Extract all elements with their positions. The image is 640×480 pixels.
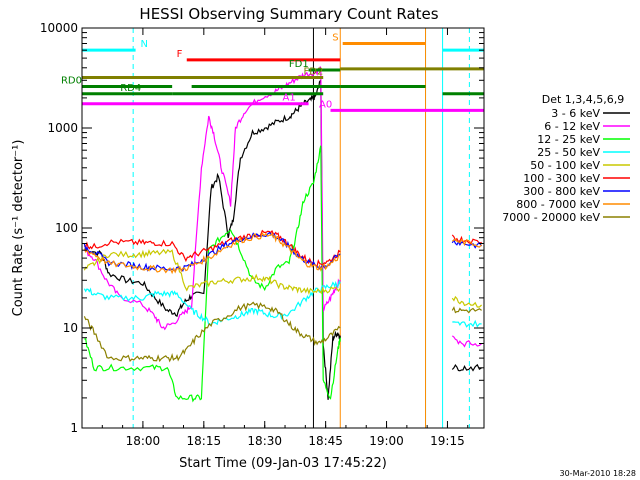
x-tick-label-5: 19:15 [430,434,465,448]
x-tick-label-0: 18:00 [126,434,161,448]
post-gap-series-line-4 [451,306,482,314]
y-tick-label-0: 1 [70,421,78,435]
legend-label-0: 3 - 6 keV [551,107,600,120]
legend-label-2: 12 - 25 keV [537,133,600,146]
flag-label-11: RD4 [120,83,141,94]
chart-title: HESSI Observing Summary Count Rates [139,5,438,23]
post-gap-series-line-5 [452,319,482,328]
legend-label-3: 25 - 50 keV [537,146,600,159]
legend-label-8: 7000 - 20000 keV [502,211,600,224]
x-tick-label-3: 18:45 [308,434,343,448]
series-line-5 [84,229,341,267]
flag-label-13: A1 [282,93,295,104]
legend-title: Det 1,3,4,5,6,9 [542,93,625,106]
flag-label-7: RD0 [61,76,82,87]
flag-label-2: S [332,32,338,43]
post-gap-series-line-6 [451,335,483,348]
x-tick-label-4: 19:00 [369,434,404,448]
series-line-7 [83,231,341,275]
series-line-4 [83,248,341,295]
timestamp: 30-Mar-2010 18:28 [560,469,637,478]
y-tick-label-2: 100 [55,221,78,235]
legend-label-7: 800 - 7000 keV [516,198,600,211]
y-axis-ticks: 1 10 100 1000 10000 [40,21,484,435]
flag-label-0: N [140,39,147,50]
flag-label-5: FD2 [304,66,324,77]
legend-label-6: 300 - 800 keV [523,185,600,198]
series-line-2 [84,145,341,403]
flag-label-3: F [177,49,183,60]
series-line-3 [83,279,341,327]
x-axis-ticks: 18:00 18:15 18:30 18:45 19:00 19:15 [81,28,469,448]
post-gap-series-line-0 [451,234,482,245]
post-gap-series-line-7 [451,363,482,372]
x-tick-label-1: 18:15 [187,434,222,448]
x-axis-label: Start Time (09-Jan-03 17:45:22) [179,456,387,471]
legend-label-5: 100 - 300 keV [523,172,600,185]
flag-label-4: FD1 [289,59,309,70]
series-line-1 [84,66,341,331]
post-gap-series-line-3 [451,295,483,308]
legend-label-1: 6 - 12 keV [544,120,600,133]
flag-label-14: A0 [319,99,332,110]
series-line-6 [83,231,341,273]
x-tick-label-2: 18:30 [247,434,282,448]
legend-label-4: 50 - 100 keV [530,159,600,172]
y-tick-label-4: 10000 [40,21,78,35]
y-tick-label-3: 1000 [47,121,78,135]
series-line-8 [83,301,341,363]
post-gap-series-line-2 [451,238,483,248]
y-tick-label-1: 10 [63,321,78,335]
series-lines [83,66,483,403]
y-axis-label: Count Rate (s⁻¹ detector⁻¹) [11,140,26,317]
